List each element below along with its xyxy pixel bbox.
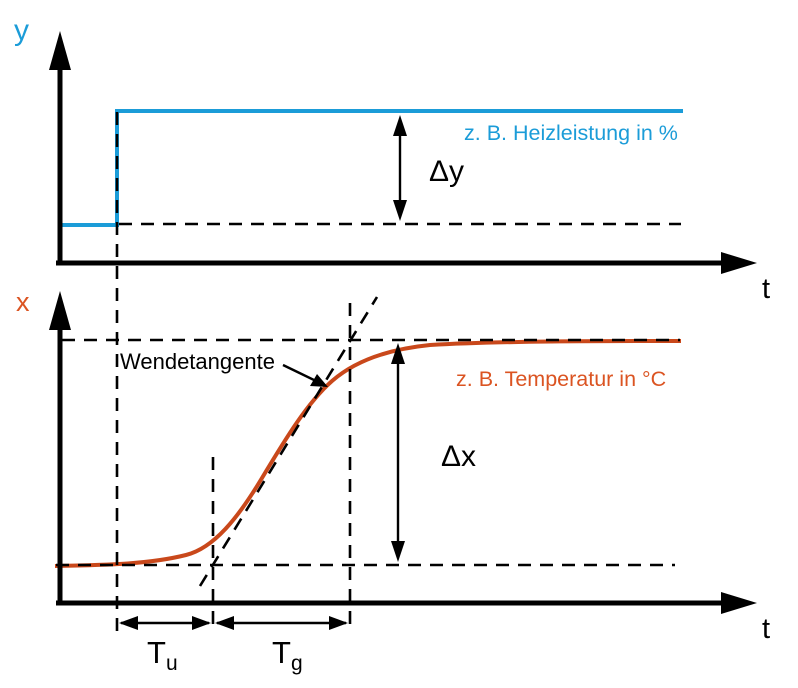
tu-span-arrow bbox=[119, 616, 211, 630]
response-curve bbox=[54, 339, 682, 568]
step-signal-label: z. B. Heizleistung in % bbox=[464, 121, 678, 145]
tangent-annotation-arrow bbox=[282, 363, 328, 387]
tg-label: Tg bbox=[272, 635, 303, 675]
x-axis-arrowhead-icon bbox=[49, 291, 71, 330]
delta-y-label: Δy bbox=[429, 155, 464, 188]
tg-arrowhead-left-icon bbox=[215, 616, 234, 630]
top-plot: y t z. B. Heizleistung in % Δy bbox=[14, 14, 770, 305]
delta-y-arrow bbox=[393, 115, 407, 221]
tg-span-arrow bbox=[215, 616, 348, 630]
tg-label-base: T bbox=[272, 635, 291, 670]
tangent-label: Wendetangente bbox=[120, 349, 275, 374]
bottom-plot: x t z. B. Temperatur in °C Δx Wendetange… bbox=[16, 112, 770, 675]
inflection-tangent-line bbox=[198, 296, 379, 587]
delta-y-arrowhead-up-icon bbox=[393, 115, 407, 136]
tangent-annotation-arrowhead-icon bbox=[310, 374, 328, 387]
t-axis-bottom-label: t bbox=[762, 613, 770, 645]
x-axis-label: x bbox=[16, 287, 30, 317]
t-axis-top-arrowhead-icon bbox=[721, 252, 757, 274]
tu-arrowhead-right-icon bbox=[192, 616, 211, 630]
t-axis-bottom-arrowhead-icon bbox=[721, 592, 757, 614]
y-axis-arrowhead-icon bbox=[49, 31, 71, 70]
delta-x-arrow bbox=[391, 343, 405, 562]
delta-y-arrowhead-down-icon bbox=[393, 200, 407, 221]
tg-arrowhead-right-icon bbox=[329, 616, 348, 630]
tu-arrowhead-left-icon bbox=[119, 616, 138, 630]
delta-x-arrowhead-up-icon bbox=[391, 343, 405, 364]
tu-label-base: T bbox=[147, 635, 166, 670]
response-signal-label: z. B. Temperatur in °C bbox=[456, 367, 666, 391]
t-axis-top-label: t bbox=[762, 273, 770, 305]
delta-x-label: Δx bbox=[441, 440, 476, 473]
y-axis-label: y bbox=[14, 14, 29, 47]
tu-label-sub: u bbox=[166, 652, 178, 675]
tg-label-sub: g bbox=[291, 652, 303, 675]
tu-label: Tu bbox=[147, 635, 178, 675]
delta-x-arrowhead-down-icon bbox=[391, 541, 405, 562]
